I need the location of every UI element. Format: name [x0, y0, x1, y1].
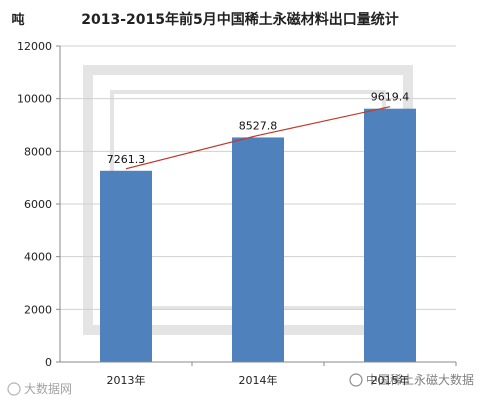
bar — [364, 108, 416, 362]
chart-title: 2013-2015年前5月中国稀土永磁材料出口量统计 — [81, 11, 398, 28]
x-tick-label: 2015年 — [371, 373, 410, 387]
x-tick-label: 2013年 — [107, 373, 146, 387]
y-axis-unit-label: 吨 — [11, 12, 24, 28]
y-tick-label: 4000 — [24, 251, 52, 264]
axes — [59, 46, 456, 363]
watermark-right-text: 中国稀土永磁大数据 — [366, 372, 474, 387]
trendline — [125, 106, 391, 170]
x-tick-labels: 2013年 2014年 2015年 — [107, 373, 410, 387]
data-label: 9619.4 — [371, 91, 410, 104]
y-tick-label: 8000 — [24, 145, 52, 158]
y-tick-label: 0 — [45, 356, 52, 369]
bars — [100, 108, 457, 366]
y-tick-labels: 0 2000 4000 6000 8000 10000 12000 — [17, 40, 52, 369]
bar — [100, 170, 152, 362]
y-tick-label: 10000 — [17, 93, 52, 106]
watermark-right: 中国稀土永磁大数据 — [349, 372, 474, 387]
watermark-left-text: 大数据网 — [24, 381, 72, 396]
trend-line — [125, 106, 391, 170]
data-labels: 7261.3 8527.8 9619.4 — [107, 91, 410, 166]
wechat-logo-icon — [349, 373, 363, 387]
x-tick-label: 2014年 — [239, 373, 278, 387]
watermark-left: 大数据网 — [7, 381, 72, 396]
wechat-logo-icon — [7, 382, 21, 396]
data-label: 8527.8 — [239, 119, 278, 132]
y-tick-label: 12000 — [17, 40, 52, 53]
bar — [232, 137, 284, 362]
data-label: 7261.3 — [107, 153, 146, 166]
y-tick-label: 6000 — [24, 198, 52, 211]
y-tick-label: 2000 — [24, 303, 52, 316]
